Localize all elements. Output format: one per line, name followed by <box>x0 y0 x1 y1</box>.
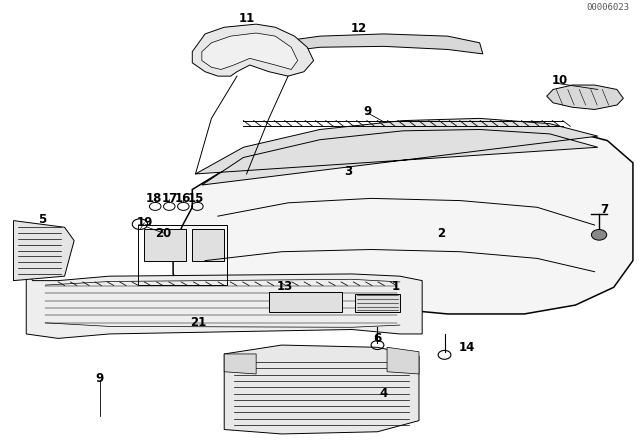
Circle shape <box>591 229 607 240</box>
Text: 18: 18 <box>146 192 162 205</box>
Text: 7: 7 <box>600 203 608 216</box>
Polygon shape <box>224 354 256 374</box>
Text: 4: 4 <box>380 388 388 401</box>
Polygon shape <box>195 118 598 185</box>
Text: 21: 21 <box>191 316 207 329</box>
Text: 9: 9 <box>95 372 104 385</box>
Polygon shape <box>221 34 483 69</box>
Polygon shape <box>173 121 633 314</box>
Text: 2: 2 <box>437 228 445 241</box>
Polygon shape <box>13 220 74 280</box>
Text: 9: 9 <box>364 105 372 118</box>
Text: 15: 15 <box>188 192 204 205</box>
Text: 6: 6 <box>373 332 381 345</box>
Text: 19: 19 <box>136 216 152 229</box>
Text: 1: 1 <box>391 280 399 293</box>
Polygon shape <box>202 33 298 69</box>
Polygon shape <box>387 347 419 374</box>
Text: 12: 12 <box>350 22 367 35</box>
Text: 5: 5 <box>38 213 46 226</box>
Polygon shape <box>145 229 186 261</box>
Text: 10: 10 <box>551 74 568 87</box>
Text: 17: 17 <box>162 192 178 205</box>
Text: 16: 16 <box>175 192 191 205</box>
Polygon shape <box>224 345 419 434</box>
Polygon shape <box>26 270 422 338</box>
Text: 00006023: 00006023 <box>587 3 630 12</box>
Polygon shape <box>547 85 623 109</box>
Text: 3: 3 <box>345 165 353 178</box>
Text: 14: 14 <box>459 341 475 354</box>
Text: 20: 20 <box>156 227 172 240</box>
Polygon shape <box>355 294 400 312</box>
Polygon shape <box>269 292 342 312</box>
Text: 13: 13 <box>276 280 293 293</box>
Polygon shape <box>192 229 224 261</box>
Text: 11: 11 <box>239 12 255 25</box>
Polygon shape <box>192 24 314 76</box>
